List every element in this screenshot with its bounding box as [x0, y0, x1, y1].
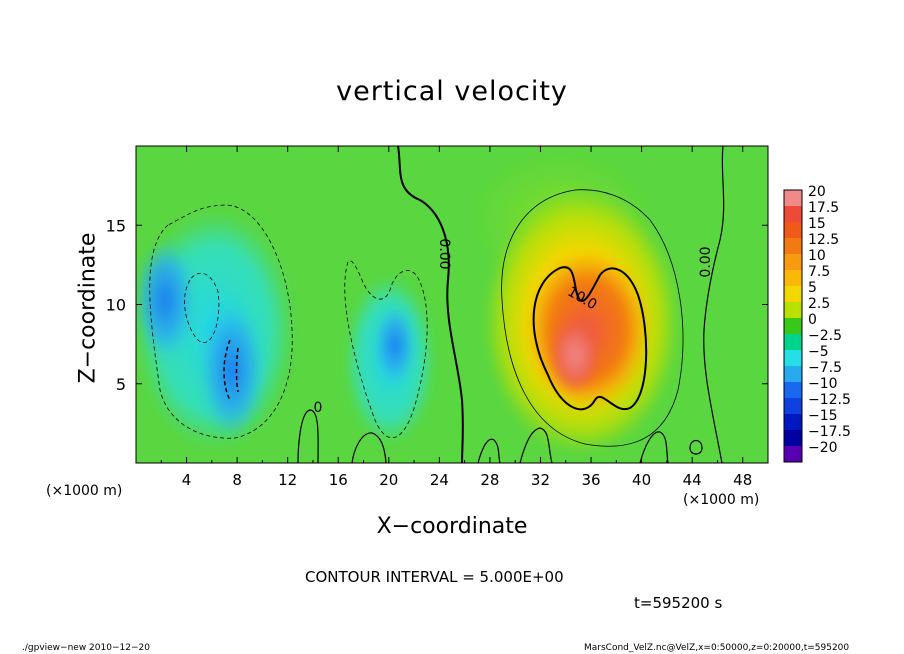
colorbar-label: 7.5	[808, 264, 830, 280]
colorbar-label: 15	[808, 216, 826, 232]
field-updraft-core	[549, 315, 601, 395]
colorbar-swatch	[784, 222, 802, 239]
contour-interval-note: CONTOUR INTERVAL = 5.000E+00	[305, 568, 564, 586]
colorbar-label: −12.5	[808, 392, 851, 408]
contour-lines	[149, 146, 725, 463]
contour-bump-3	[477, 438, 501, 463]
contour-label: 0.00	[436, 238, 452, 269]
contour-plus5	[501, 189, 684, 447]
x-tick-label: 16	[329, 471, 348, 489]
y-tick-label: 15	[106, 216, 126, 235]
colorbar-swatch	[784, 446, 802, 463]
contour-zero-left	[397, 146, 464, 463]
contour-minus10	[223, 339, 239, 401]
contour-bump-4	[519, 427, 553, 463]
time-label: t=595200 s	[634, 594, 723, 612]
colorbar-swatch	[784, 270, 802, 287]
colorbar-swatch	[784, 190, 802, 207]
colorbar-swatch	[784, 382, 802, 399]
field-downdraft-left-core	[200, 302, 264, 438]
colorbar-label: 2.5	[808, 296, 830, 312]
colorbar-label: −15	[808, 408, 838, 424]
colorbar-swatch	[784, 350, 802, 367]
colorbar-swatch	[784, 430, 802, 447]
colorbar-label: −7.5	[808, 360, 842, 376]
colorbar-swatch	[784, 238, 802, 255]
contour-zero-right	[703, 146, 725, 463]
colorbar-label: 5	[808, 280, 817, 296]
x-axis-label: X−coordinate	[376, 514, 528, 539]
colorbar-swatch	[784, 414, 802, 431]
x-tick-label: 12	[278, 471, 297, 489]
contour-minus5-left	[149, 204, 293, 439]
contour-bump-5	[639, 431, 669, 463]
colorbar-label: 20	[808, 184, 826, 200]
contour-minus5-inner	[184, 272, 220, 343]
colorbar-swatch	[784, 254, 802, 271]
field-downdraft-left-arm	[136, 240, 195, 360]
x-unit-label-left: (×1000 m)	[46, 483, 123, 499]
colorbar-swatch	[784, 302, 802, 319]
colorbar-label: −10	[808, 376, 838, 392]
x-tick-label: 48	[733, 471, 752, 489]
x-unit-label-right: (×1000 m)	[683, 492, 760, 508]
x-tick-label: 8	[232, 471, 242, 489]
colorbar-swatch	[784, 334, 802, 351]
x-tick-label: 40	[632, 471, 651, 489]
colorbar-swatch	[784, 366, 802, 383]
x-tick-label: 36	[581, 471, 600, 489]
x-tick-label: 20	[379, 471, 398, 489]
x-tick-label: 28	[480, 471, 499, 489]
footer-command: ./gpview−new 2010−12−20	[22, 643, 150, 653]
x-tick-label: 24	[430, 471, 449, 489]
y-axis-ticks: 5 10 15	[106, 216, 768, 394]
x-tick-label: 44	[683, 471, 702, 489]
colorbar-label: 12.5	[808, 232, 839, 248]
colorbar-label: 10	[808, 248, 826, 264]
y-tick-label: 10	[106, 296, 126, 315]
colorbar-label: −20	[808, 440, 838, 456]
x-tick-label: 32	[531, 471, 550, 489]
contour-plus10	[532, 266, 648, 411]
x-axis-ticks: 4 8 12 16 20 24 28 32 36 40 44 48	[160, 146, 752, 489]
colorbar-label: 17.5	[808, 200, 839, 216]
contour-bump-2	[351, 432, 387, 463]
contour-label: 0	[314, 400, 323, 416]
colorbar-swatch	[784, 398, 802, 415]
colorbar: 2017.51512.5107.552.50−2.5−5−7.5−10−12.5…	[783, 184, 851, 463]
x-tick-label: 4	[182, 471, 192, 489]
contour-bump-6	[689, 439, 703, 455]
field-downdraft-right-core	[375, 305, 415, 385]
colorbar-swatch	[784, 318, 802, 335]
colorbar-label: −5	[808, 344, 829, 360]
footer-dataset: MarsCond_VelZ.nc@VelZ,x=0:50000,z=0:2000…	[584, 643, 850, 653]
chart-title: vertical velocity	[336, 76, 568, 107]
colorbar-label: 0	[808, 312, 817, 328]
contour-bump-1	[297, 409, 319, 463]
colorbar-label: −17.5	[808, 424, 851, 440]
colorbar-label: −2.5	[808, 328, 842, 344]
y-tick-label: 5	[116, 375, 126, 394]
colorbar-swatch	[784, 206, 802, 223]
contour-label: 0.00	[698, 246, 714, 277]
heatmap-field	[136, 146, 768, 463]
colorbar-frame	[783, 189, 803, 463]
contour-minus5-right	[344, 260, 428, 439]
colorbar-swatch	[784, 286, 802, 303]
